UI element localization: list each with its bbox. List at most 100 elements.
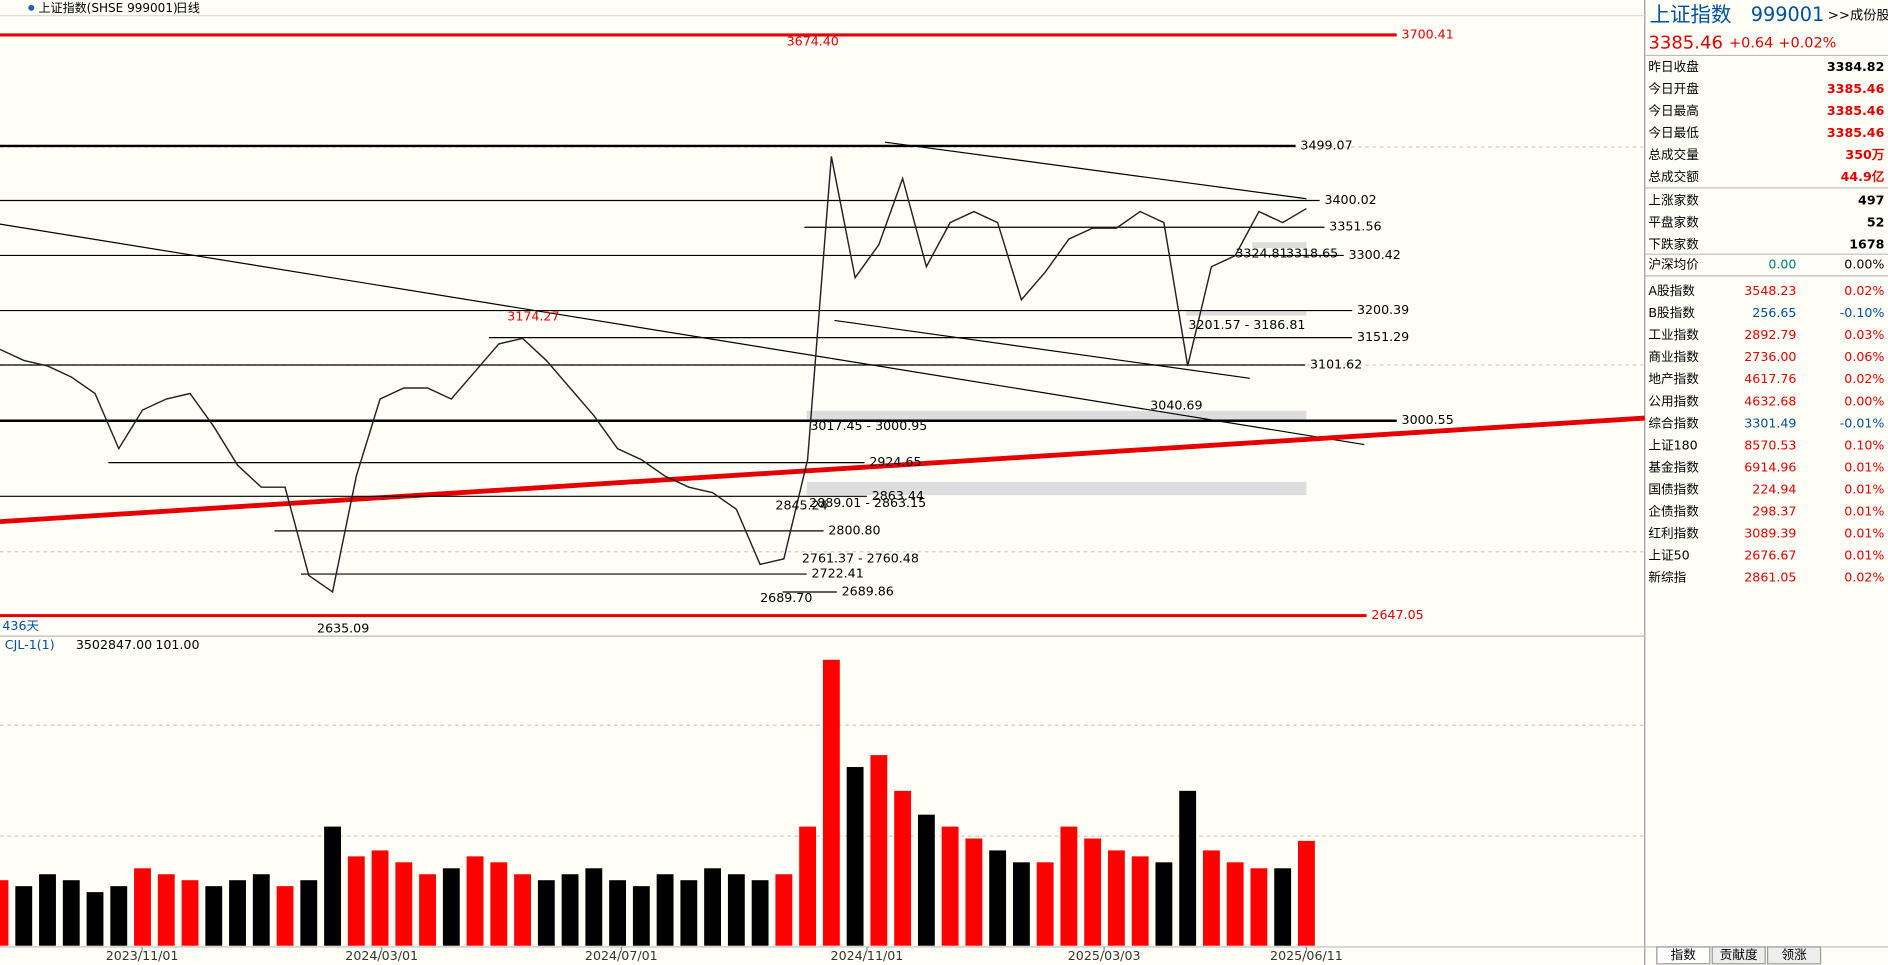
index-name[interactable]: 地产指数: [1648, 371, 1699, 386]
index-name[interactable]: 上证50: [1648, 548, 1689, 563]
price-annotation: 3324.81: [1235, 246, 1287, 261]
tab-label[interactable]: 指数: [1671, 947, 1697, 962]
level-label: 2689.86: [842, 584, 894, 599]
volume-bar: [1107, 850, 1125, 946]
price-annotation: 2761.37 - 2760.48: [802, 550, 919, 565]
level-label: 3200.39: [1357, 302, 1409, 317]
trend-line: [884, 141, 1307, 200]
x-tick-label: 2024/03/01: [345, 948, 418, 963]
constituents-link[interactable]: >>成份股: [1828, 8, 1888, 24]
index-name[interactable]: B股指数: [1648, 305, 1695, 320]
volume-bar: [799, 826, 817, 946]
index-name[interactable]: 企债指数: [1648, 504, 1699, 519]
index-value: 256.65: [1752, 305, 1796, 320]
zone: [806, 481, 1307, 496]
level-label: 2722.41: [812, 566, 864, 581]
volume-bar: [110, 886, 128, 946]
volume-bar: [609, 880, 627, 946]
volume-bar: [1036, 862, 1054, 946]
index-pct: 0.01%: [1844, 459, 1884, 474]
index-value: 6914.96: [1744, 459, 1796, 474]
stat-label: 下跌家数: [1648, 237, 1699, 252]
tab[interactable]: [1656, 946, 1711, 965]
tab-label[interactable]: 领涨: [1781, 947, 1807, 962]
volume-bar: [0, 880, 9, 946]
index-value: 224.94: [1752, 481, 1796, 496]
tab-label[interactable]: 贡献度: [1720, 947, 1758, 962]
index-name[interactable]: 商业指数: [1648, 349, 1699, 364]
zone: [806, 410, 1307, 421]
index-value: 3089.39: [1744, 526, 1796, 541]
level-label: 3700.41: [1402, 26, 1454, 41]
index-pct: -0.10%: [1840, 305, 1885, 320]
toolbar-title[interactable]: 上证指数(SHSE 999001): [39, 0, 178, 15]
trend-line: [0, 223, 1365, 446]
volume-bar: [1202, 850, 1220, 946]
index-value: 2676.67: [1744, 548, 1796, 563]
quote-name: 上证指数: [1650, 3, 1732, 27]
volume-bar: [917, 814, 935, 946]
zone: [1252, 242, 1307, 249]
stat-value: 3385.46: [1827, 81, 1885, 96]
stat-value: 1678: [1849, 237, 1884, 252]
level-label: 3400.02: [1324, 192, 1376, 207]
price-annotation: 2845.24: [775, 497, 827, 512]
zone: [1186, 310, 1307, 316]
volume-bar: [585, 868, 603, 946]
stat-value: 3385.46: [1827, 125, 1885, 140]
index-name[interactable]: 红利指数: [1648, 526, 1699, 541]
index-name[interactable]: 基金指数: [1648, 459, 1699, 474]
tab[interactable]: [1711, 946, 1766, 965]
tab[interactable]: [1766, 946, 1822, 965]
volume-bar: [252, 874, 270, 946]
period-selector[interactable]: 日线: [176, 1, 200, 15]
stat-value: 3384.82: [1827, 59, 1884, 74]
index-name[interactable]: 国债指数: [1648, 481, 1699, 496]
level-label: 3351.56: [1329, 219, 1381, 234]
quote-change: +0.64: [1729, 35, 1773, 51]
x-tick-label: 2025/03/03: [1068, 948, 1141, 963]
volume-bar: [1298, 840, 1315, 946]
volume-bar: [894, 790, 912, 946]
index-name[interactable]: A股指数: [1648, 283, 1695, 298]
volume-bar: [989, 850, 1007, 946]
index-pct: 0.00%: [1844, 393, 1884, 408]
volume-bar: [181, 880, 199, 946]
price-annotation: 3040.69: [1150, 397, 1202, 412]
index-name[interactable]: 综合指数: [1648, 415, 1699, 430]
index-value: 3548.23: [1744, 283, 1796, 298]
index-name[interactable]: 工业指数: [1648, 327, 1699, 342]
stat-label: 上涨家数: [1648, 192, 1699, 207]
stat-value: 350万: [1845, 147, 1884, 162]
volume-bar: [1131, 856, 1149, 946]
stat-label: 平盘家数: [1648, 214, 1699, 229]
volume-bar: [632, 886, 650, 946]
index-name[interactable]: 新综指: [1648, 570, 1686, 585]
volume-bar: [514, 874, 531, 946]
trend-line: [0, 415, 1645, 525]
stat-label: 总成交额: [1648, 169, 1699, 184]
level-label: 2924.65: [869, 454, 921, 469]
indicator-name[interactable]: CJL-1(1): [5, 637, 55, 652]
volume-bar: [300, 880, 318, 946]
index-name[interactable]: 上证180: [1648, 437, 1697, 452]
volume-bar: [39, 874, 56, 946]
volume-bar: [704, 868, 722, 946]
index-pct: 0.02%: [1844, 371, 1884, 386]
stat-label: 今日最高: [1648, 103, 1698, 118]
x-tick-label: 2025/06/11: [1270, 948, 1343, 963]
index-pct: 0.01%: [1844, 526, 1884, 541]
indicator-readout: 3502847.00: [76, 637, 152, 652]
price-annotation: 3318.65: [1286, 246, 1338, 261]
index-name[interactable]: 公用指数: [1648, 393, 1699, 408]
index-value: 2736.00: [1744, 349, 1796, 364]
volume-bar: [15, 886, 33, 946]
indicator-readout: 101.00: [155, 637, 199, 652]
volume-bar: [442, 868, 460, 946]
index-pct: 0.01%: [1844, 481, 1884, 496]
avg-label: 沪深均价: [1648, 257, 1699, 272]
quote-code: 999001: [1751, 3, 1825, 26]
days-label: 436天: [2, 618, 39, 633]
stat-value: 497: [1858, 192, 1884, 207]
